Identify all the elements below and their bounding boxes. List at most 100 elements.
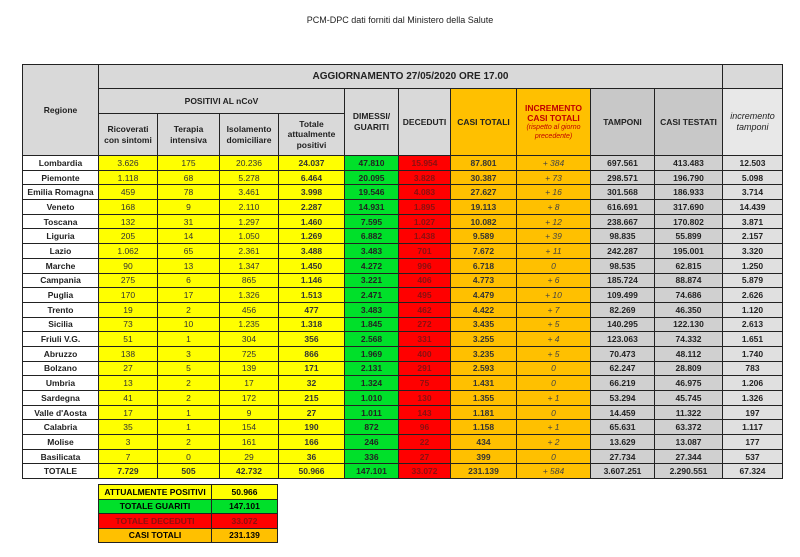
cell-region: Bolzano <box>22 360 99 377</box>
cell-dimessi: 3.483 <box>344 243 399 259</box>
cell-ricoverati: 1.062 <box>98 243 158 259</box>
cell-incremento: 0 <box>516 448 591 465</box>
cell-casi-testati: 28.809 <box>654 360 723 377</box>
cell-dimessi: 7.595 <box>344 213 399 230</box>
cell-isolamento: 139 <box>219 360 279 377</box>
cell-deceduti: 33.072 <box>398 463 451 480</box>
header-totale-positivi: Totale attualmente positivi <box>278 113 345 156</box>
cell-deceduti: 291 <box>398 360 451 377</box>
cell-tamponi: 301.568 <box>590 184 655 201</box>
cell-casi-totali: 19.113 <box>450 199 517 215</box>
cell-region: Toscana <box>22 213 99 230</box>
cell-incremento: 0 <box>516 360 591 377</box>
cell-isolamento: 1.050 <box>219 228 279 245</box>
cell-terapia: 505 <box>157 463 220 480</box>
cell-incremento: + 1 <box>516 390 591 406</box>
table-row: Liguria 205 14 1.050 1.269 6.882 1.438 9.589 + 3… <box>22 228 783 245</box>
table-row: Marche 90 13 1.347 1.450 4.272 996 6.718 0 98.535… <box>22 257 783 274</box>
table-row: Friuli V.G. 51 1 304 356 2.568 331 3.255 + 4 123.… <box>22 331 783 347</box>
cell-region: Basilicata <box>22 448 99 465</box>
cell-incremento: + 4 <box>516 331 591 347</box>
cell-ricoverati: 7 <box>98 448 158 465</box>
cell-casi-testati: 48.112 <box>654 345 723 362</box>
cell-terapia: 65 <box>157 243 220 259</box>
cell-isolamento: 2.110 <box>219 199 279 215</box>
cell-incremento-tamponi: 537 <box>722 448 783 465</box>
cell-casi-totali: 231.139 <box>450 463 517 480</box>
summary-label: TOTALE DECEDUTI <box>98 513 212 529</box>
cell-totale-positivi: 50.966 <box>278 463 345 480</box>
cell-incremento-tamponi: 3.714 <box>722 184 783 201</box>
cell-tamponi: 242.287 <box>590 243 655 259</box>
cell-incremento: + 584 <box>516 463 591 480</box>
summary-table: ATTUALMENTE POSITIVI 50.966 TOTALE GUARITI… <box>98 484 278 543</box>
cell-casi-testati: 2.290.551 <box>654 463 723 480</box>
cell-isolamento: 20.236 <box>219 155 279 171</box>
table-row: Lombardia 3.626 175 20.236 24.037 47.810 15.95… <box>22 155 783 171</box>
cell-casi-totali: 434 <box>450 434 517 450</box>
cell-incremento: + 384 <box>516 155 591 171</box>
cell-incremento-tamponi: 5.098 <box>722 169 783 186</box>
cell-isolamento: 304 <box>219 331 279 347</box>
cell-incremento: + 12 <box>516 213 591 230</box>
summary-row: ATTUALMENTE POSITIVI 50.966 <box>98 484 278 500</box>
cell-tamponi: 98.535 <box>590 257 655 274</box>
cell-deceduti: 27 <box>398 448 451 465</box>
cell-dimessi: 147.101 <box>344 463 399 480</box>
cell-region: Sardegna <box>22 390 99 406</box>
cell-deceduti: 1.027 <box>398 213 451 230</box>
summary-value: 33.072 <box>211 513 278 529</box>
cell-terapia: 2 <box>157 375 220 391</box>
cell-isolamento: 865 <box>219 272 279 289</box>
cell-isolamento: 154 <box>219 419 279 436</box>
cell-casi-totali: 27.627 <box>450 184 517 201</box>
cell-incremento: + 5 <box>516 345 591 362</box>
cell-tamponi: 14.459 <box>590 404 655 421</box>
cell-region: Sicilia <box>22 316 99 333</box>
cell-terapia: 14 <box>157 228 220 245</box>
cell-tamponi: 616.691 <box>590 199 655 215</box>
header-incremento-label: INCREMENTO CASI TOTALI <box>525 102 582 124</box>
header-casi-totali: CASI TOTALI <box>450 88 517 156</box>
cell-terapia: 2 <box>157 390 220 406</box>
cell-incremento: + 2 <box>516 434 591 450</box>
cell-isolamento: 42.732 <box>219 463 279 480</box>
header-regione: Regione <box>22 64 99 156</box>
cell-dimessi: 1.011 <box>344 404 399 421</box>
cell-incremento: 0 <box>516 375 591 391</box>
cell-incremento: + 5 <box>516 316 591 333</box>
cell-ricoverati: 51 <box>98 331 158 347</box>
header-terapia: Terapia intensiva <box>157 113 220 156</box>
cell-incremento: + 6 <box>516 272 591 289</box>
cell-incremento: + 16 <box>516 184 591 201</box>
cell-incremento: + 73 <box>516 169 591 186</box>
cell-ricoverati: 168 <box>98 199 158 215</box>
cell-casi-testati: 195.001 <box>654 243 723 259</box>
cell-totale-positivi: 866 <box>278 345 345 362</box>
cell-incremento: + 39 <box>516 228 591 245</box>
cell-isolamento: 172 <box>219 390 279 406</box>
cell-totale-positivi: 1.450 <box>278 257 345 274</box>
regional-data-table: Regione AGGIORNAMENTO 27/05/2020 ORE 17.… <box>22 64 783 480</box>
cell-casi-totali: 3.435 <box>450 316 517 333</box>
cell-tamponi: 123.063 <box>590 331 655 347</box>
cell-dimessi: 3.221 <box>344 272 399 289</box>
cell-totale-positivi: 1.269 <box>278 228 345 245</box>
totale-row: TOTALE 7.729 505 42.732 50.966 147.101 33.072 2… <box>22 463 783 480</box>
cell-casi-totali: 399 <box>450 448 517 465</box>
cell-ricoverati: 170 <box>98 287 158 303</box>
cell-terapia: 2 <box>157 434 220 450</box>
cell-incremento-tamponi: 67.324 <box>722 463 783 480</box>
cell-casi-totali: 87.801 <box>450 155 517 171</box>
cell-isolamento: 1.297 <box>219 213 279 230</box>
cell-incremento: + 7 <box>516 301 591 318</box>
cell-tamponi: 185.724 <box>590 272 655 289</box>
cell-totale-positivi: 171 <box>278 360 345 377</box>
cell-casi-totali: 3.235 <box>450 345 517 362</box>
cell-deceduti: 4.083 <box>398 184 451 201</box>
table-row: Calabria 35 1 154 190 872 96 1.158 + 1 65.631 63.3… <box>22 419 783 436</box>
cell-region: Abruzzo <box>22 345 99 362</box>
cell-deceduti: 130 <box>398 390 451 406</box>
cell-incremento-tamponi: 1.206 <box>722 375 783 391</box>
cell-region: Marche <box>22 257 99 274</box>
